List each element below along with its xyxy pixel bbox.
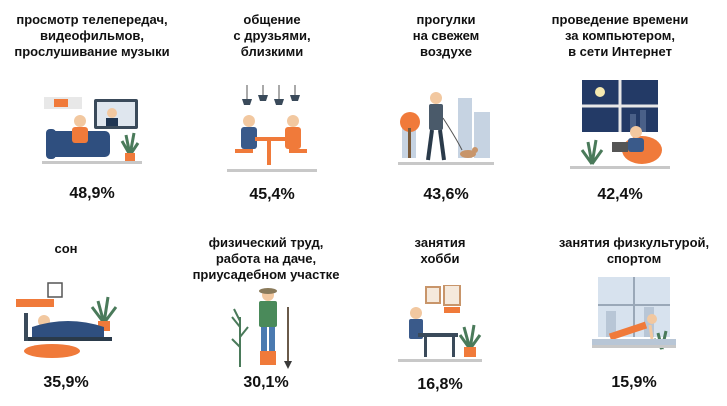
friends-dinner-illustration (227, 85, 317, 175)
activity-percent: 35,9% (43, 374, 89, 391)
sleeping-illustration (8, 277, 124, 361)
activity-percent: 15,9% (611, 374, 657, 391)
activity-card: физический труд, работа на даче, приусад… (180, 215, 352, 406)
activity-percent: 45,4% (249, 186, 295, 203)
activity-label: проведение времени за компьютером, в сет… (551, 12, 689, 59)
watching-tv-illustration (42, 95, 142, 167)
activity-label: прогулки на свежем воздухе (412, 12, 480, 59)
activity-card: занятия физкультурой, спортом 15,9% (548, 215, 720, 406)
activity-label: сон (54, 241, 78, 256)
laptop-night-illustration (570, 80, 670, 172)
activity-card: прогулки на свежем воздухе 43,6% (360, 0, 532, 215)
activity-label: занятия хобби (414, 235, 466, 266)
activity-percent: 16,8% (417, 376, 463, 393)
activity-card: занятия хобби 16,8% (354, 215, 526, 406)
hobby-desk-illustration (398, 285, 482, 363)
activity-percent: 43,6% (423, 186, 469, 203)
activity-label: общение с друзьями, близкими (233, 12, 311, 59)
activity-percent: 48,9% (69, 185, 115, 202)
activity-card: просмотр телепередач, видеофильмов, прос… (6, 0, 178, 215)
activity-percent: 42,4% (597, 186, 643, 203)
activity-card: проведение времени за компьютером, в сет… (534, 0, 706, 215)
exercise-illustration (592, 277, 676, 361)
activity-percent: 30,1% (243, 374, 289, 391)
activity-label: просмотр телепередач, видеофильмов, прос… (14, 12, 170, 59)
activity-label: физический труд, работа на даче, приусад… (192, 235, 340, 282)
activity-label: занятия физкультурой, спортом (558, 235, 710, 266)
gardener-illustration (228, 287, 304, 371)
activity-card: сон 35,9% (0, 215, 152, 406)
activity-card: общение с друзьями, близкими 45,4% (186, 0, 358, 215)
walking-dog-illustration (398, 88, 494, 170)
